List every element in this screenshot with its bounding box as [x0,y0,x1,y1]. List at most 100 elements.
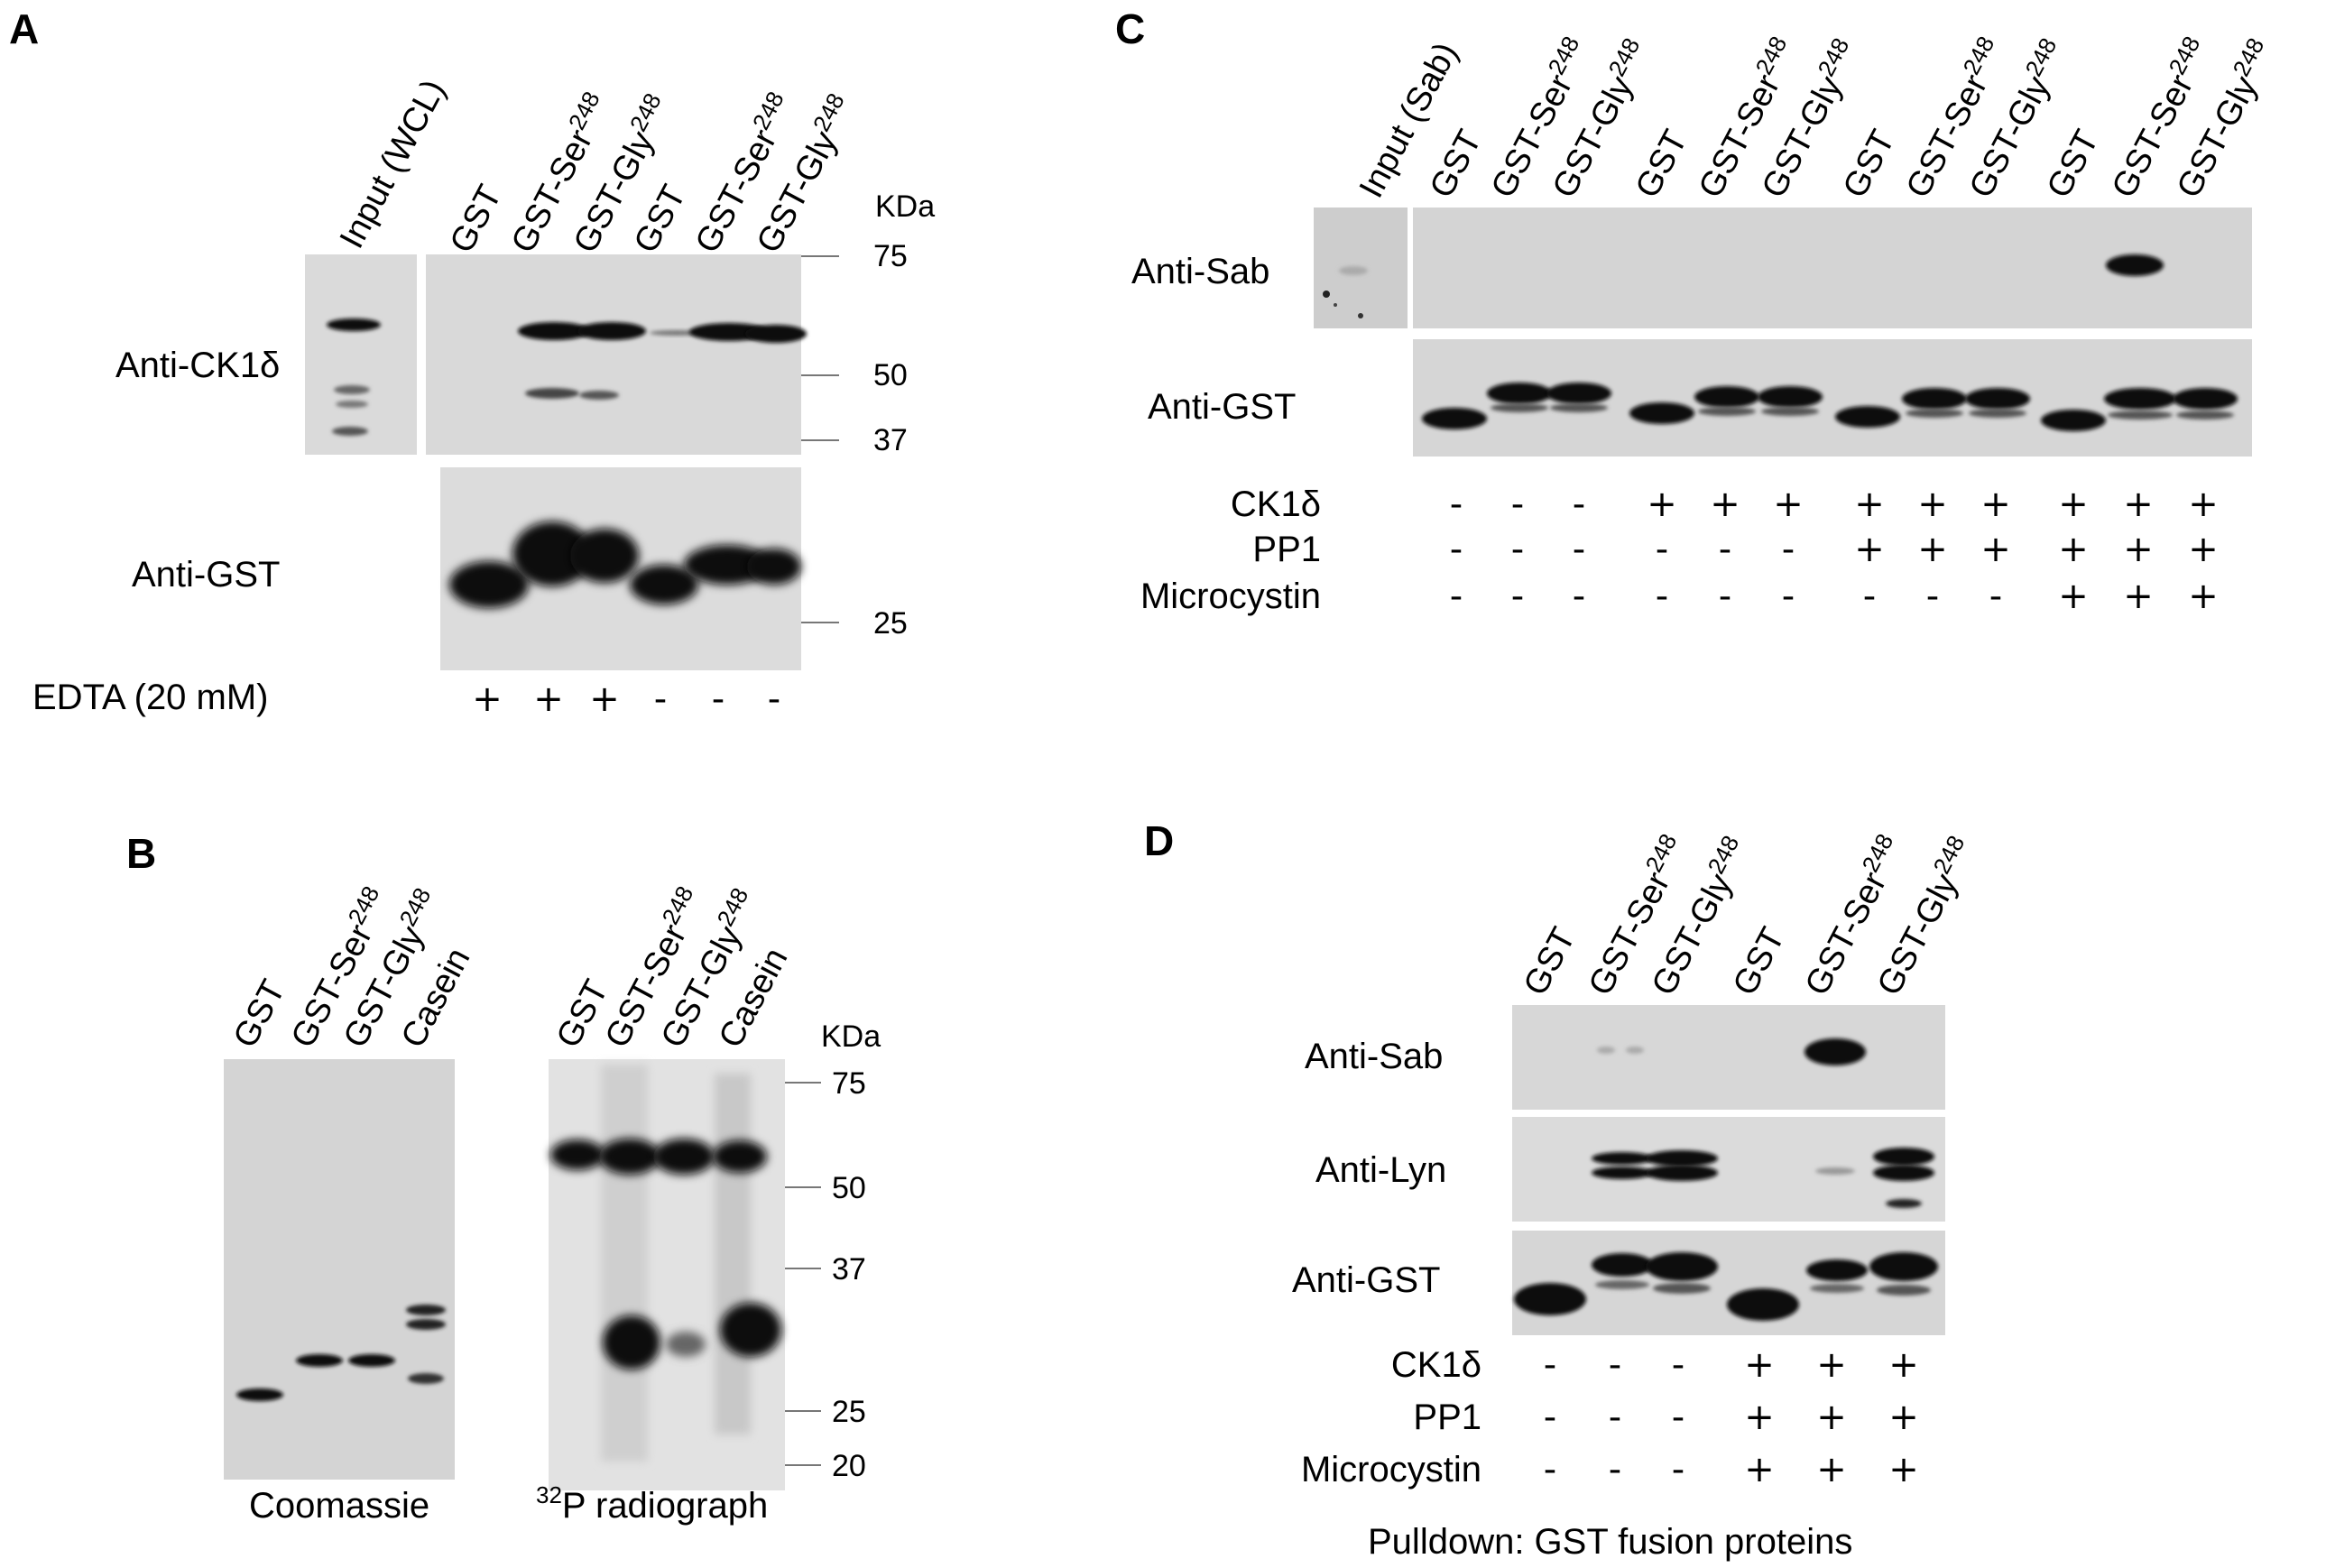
treatment-sign: + [2188,484,2219,525]
treatment-label-edta: EDTA (20 mM) [32,678,269,717]
treatment-sign: + [2058,529,2089,570]
treatment-sign: + [1888,1397,1919,1438]
treatment-sign: - [1989,576,2002,617]
lane-header: GST [1629,125,1695,205]
treatment-sign: - [1672,1397,1685,1438]
mw-markers-b: 75 50 37 25 20 [785,1066,866,1483]
row-label-anti-sab: Anti-Sab [1131,252,1269,291]
treatment-sign: + [1888,1449,1919,1490]
treatment-sign: + [1854,484,1885,525]
mw-marker-37: 37 [873,423,908,457]
caption-radiograph: P radiograph [562,1486,768,1526]
svg-text:32P radiograph: 32P radiograph [536,1481,768,1526]
panel-a-label: A [9,5,39,52]
treatment-label: CK1δ [1231,484,1321,524]
lane-header-input-wcl: Input (WCL) [333,74,453,255]
treatment-sign: - [1450,529,1463,570]
row-label-anti-ck1d: Anti-CK1δ [115,346,280,385]
treatment-sign: + [2058,576,2089,617]
treatment-label: Microcystin [1140,576,1321,616]
panel-c: C Input (Sab) GSTGST-Ser248GST-Gly248GST… [1115,5,2269,617]
panel-a: A Input (WCL) GST GST-Ser248 GST-Gly248 … [9,5,935,720]
treatment-sign: - [1450,576,1463,617]
treatment-sign: + [2123,484,2154,525]
treatment-sign: + [2123,576,2154,617]
treatment-sign: + [1854,529,1885,570]
treatment-sign: - [1609,1397,1621,1438]
panel-a-lane-headers: Input (WCL) GST GST-Ser248 GST-Gly248 GS… [333,74,850,260]
treatment-label: Microcystin [1301,1450,1481,1490]
treatment-sign: + [533,678,564,720]
caption-radiograph-sup: 32 [536,1481,562,1508]
row-label-anti-sab: Anti-Sab [1305,1037,1443,1076]
caption-coomassie: Coomassie [249,1486,429,1526]
blot-d-lyn [1512,1117,1945,1222]
treatment-sign: - [1656,576,1668,617]
treatment-sign: - [712,678,725,720]
treatment-label: CK1δ [1391,1345,1481,1385]
lane-header: GST [1836,125,1903,205]
row-label-anti-lyn: Anti-Lyn [1315,1150,1446,1190]
blot-d-gst [1512,1231,1945,1335]
treatment-sign: - [1609,1344,1621,1386]
treatment-sign: + [1647,484,1677,525]
treatment-sign: + [1744,1397,1775,1438]
panel-d-label: D [1144,817,1174,864]
panel-c-label: C [1115,5,1145,52]
treatment-sign: - [1719,529,1731,570]
lane-header: GST [1726,922,1793,1002]
treatment-label: PP1 [1252,530,1321,569]
treatment-sign: - [1782,576,1795,617]
lane-header: GST [2040,125,2107,205]
mw-marker-37: 37 [832,1252,866,1287]
panel-c-lane-headers: GSTGST-Ser248GST-Gly248GSTGST-Ser248GST-… [1423,32,2269,205]
treatment-sign: - [1544,1344,1556,1386]
treatment-label: PP1 [1413,1397,1481,1437]
mw-markers-a: 75 50 37 25 [801,239,908,641]
blot-d-sab [1512,1005,1945,1110]
treatment-sign: + [1744,1344,1775,1386]
treatment-sign: - [1926,576,1939,617]
lane-header-gst: GST [627,180,694,260]
treatment-sign: - [1573,576,1585,617]
treatment-sign: + [2188,529,2219,570]
treatment-sign: - [1511,576,1524,617]
treatment-values-edta: + + + - - - [472,678,780,720]
treatment-sign: - [1782,529,1795,570]
blot-a-ck1d [426,254,807,455]
gel-coomassie [224,1059,455,1480]
treatment-sign: + [1888,1344,1919,1386]
treatment-sign: - [768,678,780,720]
panel-c-treatments: CK1δ - - - + + + + + + + + +PP1- - - - - - + + + + + +Microcyst… [1140,484,2219,617]
lane-header: GST [226,974,293,1055]
treatment-sign: - [1672,1344,1685,1386]
lane-header: GST [1423,125,1490,205]
mw-marker-75: 75 [873,239,908,273]
treatment-sign: + [1980,484,2011,525]
mw-marker-75: 75 [832,1066,866,1101]
mw-marker-50: 50 [832,1171,866,1205]
treatment-sign: + [1980,529,2011,570]
treatment-sign: + [589,678,620,720]
lane-header-gst: GST [443,180,510,260]
treatment-sign: - [1863,576,1876,617]
blot-c-gst [1413,339,2252,457]
treatment-sign: + [1744,1449,1775,1490]
treatment-sign: + [2058,484,2089,525]
treatment-sign: + [1816,1449,1847,1490]
treatment-sign: + [1773,484,1804,525]
treatment-sign: - [1544,1397,1556,1438]
treatment-sign: + [1710,484,1740,525]
treatment-sign: - [1609,1449,1621,1490]
lane-header: GST [1517,922,1583,1002]
row-label-anti-gst: Anti-GST [1292,1260,1440,1300]
caption-pulldown: Pulldown: GST fusion proteins [1368,1522,1852,1562]
treatment-sign: + [1917,484,1948,525]
treatment-sign: - [1573,529,1585,570]
